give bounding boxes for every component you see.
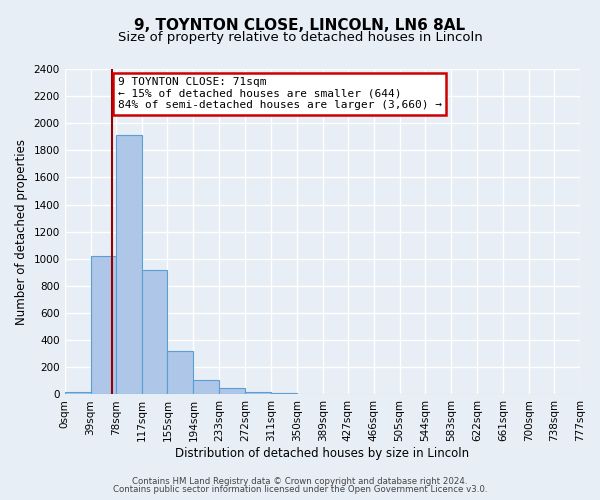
Text: 9 TOYNTON CLOSE: 71sqm
← 15% of detached houses are smaller (644)
84% of semi-de: 9 TOYNTON CLOSE: 71sqm ← 15% of detached… bbox=[118, 77, 442, 110]
Y-axis label: Number of detached properties: Number of detached properties bbox=[15, 138, 28, 324]
X-axis label: Distribution of detached houses by size in Lincoln: Distribution of detached houses by size … bbox=[175, 447, 469, 460]
Bar bbox=[245, 392, 271, 394]
Text: 9, TOYNTON CLOSE, LINCOLN, LN6 8AL: 9, TOYNTON CLOSE, LINCOLN, LN6 8AL bbox=[134, 18, 466, 32]
Bar bbox=[167, 351, 193, 395]
Bar bbox=[91, 256, 116, 394]
Bar bbox=[116, 136, 142, 394]
Bar bbox=[142, 270, 167, 394]
Bar bbox=[271, 393, 297, 394]
Bar bbox=[65, 392, 91, 394]
Text: Contains public sector information licensed under the Open Government Licence v3: Contains public sector information licen… bbox=[113, 485, 487, 494]
Text: Size of property relative to detached houses in Lincoln: Size of property relative to detached ho… bbox=[118, 31, 482, 44]
Text: Contains HM Land Registry data © Crown copyright and database right 2024.: Contains HM Land Registry data © Crown c… bbox=[132, 477, 468, 486]
Bar bbox=[193, 380, 219, 394]
Bar bbox=[219, 388, 245, 394]
